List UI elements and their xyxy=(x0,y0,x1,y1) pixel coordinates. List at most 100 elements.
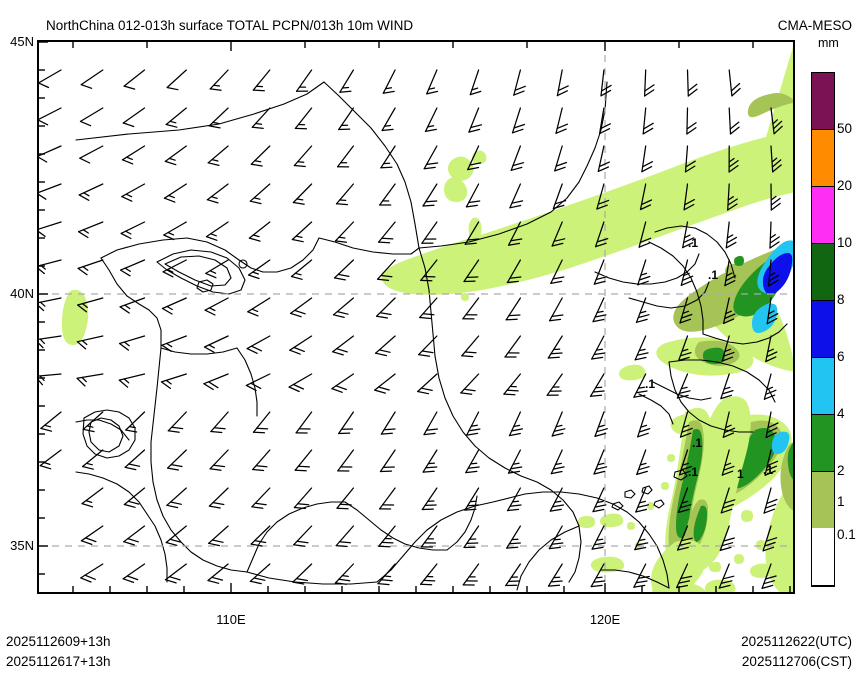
wind-barb xyxy=(162,259,187,278)
wind-barb xyxy=(379,449,396,473)
model-label: CMA-MESO xyxy=(777,18,852,33)
wind-barb xyxy=(770,145,782,173)
wind-barb xyxy=(164,145,187,166)
wind-barb xyxy=(39,297,62,312)
wind-barb xyxy=(165,107,187,128)
y-tick-40n: 40N xyxy=(10,286,34,301)
wind-barb xyxy=(381,107,396,132)
wind-barb xyxy=(382,69,396,94)
wind-barb xyxy=(335,183,355,206)
wind-barb xyxy=(424,107,438,133)
wind-barb xyxy=(166,69,187,91)
precip-value-label: 1 xyxy=(737,467,744,481)
wind-barb xyxy=(39,145,62,163)
wind-barb xyxy=(720,373,734,400)
precip-value-label: .1 xyxy=(688,236,698,250)
wind-barb xyxy=(549,487,565,512)
wind-barb xyxy=(333,259,355,281)
wind-barb xyxy=(463,259,480,283)
wind-barb xyxy=(550,259,565,285)
wind-barb xyxy=(123,69,146,90)
wind-barb xyxy=(763,373,777,400)
footer-valid-time-utc: 2025112622(UTC) xyxy=(741,634,852,649)
wind-barb xyxy=(594,411,608,438)
wind-barb xyxy=(511,107,526,134)
wind-barb xyxy=(208,487,229,509)
wind-barb xyxy=(465,183,481,208)
wind-barb xyxy=(593,259,608,285)
wind-barb xyxy=(206,183,229,204)
wind-barb xyxy=(246,335,271,354)
footer-init-time-cst: 2025112617+13h xyxy=(6,654,111,669)
wind-barb xyxy=(252,411,271,434)
wind-barb xyxy=(637,259,651,286)
colorbar-tick-20: 20 xyxy=(837,178,853,193)
wind-barb xyxy=(547,563,563,587)
wind-barb xyxy=(765,411,779,439)
colorbar-band-20-50 xyxy=(812,130,834,187)
wind-barb xyxy=(291,221,313,243)
wind-barb xyxy=(769,221,780,249)
wind-barb xyxy=(554,145,568,172)
wind-barb xyxy=(123,525,146,546)
wind-barb xyxy=(725,221,738,249)
wind-barb xyxy=(39,69,62,89)
wind-barb xyxy=(160,373,187,390)
wind-barb xyxy=(678,335,692,362)
colorbar[interactable] xyxy=(811,72,835,587)
wind-barb xyxy=(634,525,649,551)
wind-barb xyxy=(551,221,566,247)
wind-barb xyxy=(551,411,566,437)
colorbar-tick-1: 1 xyxy=(837,494,845,509)
colorbar-band-4-6 xyxy=(812,358,834,415)
wind-barb xyxy=(252,69,271,92)
wind-barb xyxy=(79,107,104,127)
wind-barb xyxy=(591,335,606,360)
wind-barb xyxy=(376,259,396,282)
wind-barb xyxy=(77,221,104,239)
wind-barb xyxy=(82,411,104,433)
wind-barb xyxy=(80,563,104,583)
grid-lines xyxy=(39,42,793,592)
map-plot-area[interactable]: .1 .1 .1 .1 .1 .1 1 xyxy=(37,40,795,594)
wind-barb xyxy=(635,297,650,323)
wind-barb xyxy=(417,373,438,395)
wind-barb xyxy=(423,411,439,436)
wind-barb xyxy=(722,297,736,325)
wind-barb xyxy=(466,411,481,436)
footer-valid-time-cst: 2025112706(CST) xyxy=(741,654,852,669)
wind-barb xyxy=(556,69,569,97)
wind-barb xyxy=(555,107,569,134)
wind-barb xyxy=(600,69,612,97)
coastline-borders xyxy=(75,81,788,591)
colorbar-tick-6: 6 xyxy=(837,349,845,364)
wind-barb xyxy=(380,411,396,435)
wind-barb xyxy=(39,449,62,470)
wind-barb xyxy=(548,297,564,322)
wind-barb xyxy=(460,373,480,395)
wind-barb xyxy=(765,335,778,363)
wind-barb xyxy=(426,69,439,95)
wind-barb xyxy=(421,487,438,511)
precip-value-label: .1 xyxy=(688,465,698,479)
precip-value-label: .1 xyxy=(763,463,773,477)
wind-barb xyxy=(762,525,778,552)
wind-barb xyxy=(467,145,482,171)
wind-barb xyxy=(290,259,313,280)
wind-barb xyxy=(678,449,693,476)
wind-barb xyxy=(642,107,654,135)
wind-barb xyxy=(507,221,523,246)
wind-barb xyxy=(78,183,104,201)
wind-barb xyxy=(289,297,313,318)
x-tick-120e: 120E xyxy=(589,612,621,627)
wind-barb xyxy=(124,449,146,471)
wind-barb xyxy=(633,373,648,398)
wind-barb xyxy=(336,487,355,510)
wind-barb xyxy=(592,487,607,513)
colorbar-tick-2: 2 xyxy=(837,463,845,478)
wind-barb xyxy=(377,221,396,244)
colorbar-unit-label: mm xyxy=(818,36,839,50)
wind-barb xyxy=(421,221,438,244)
wind-barb xyxy=(76,373,104,387)
wind-barb xyxy=(294,449,313,472)
